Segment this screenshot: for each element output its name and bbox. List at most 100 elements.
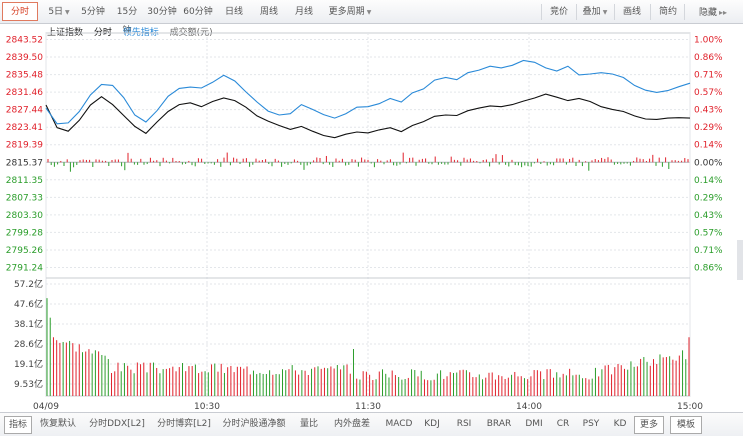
volume-tick-label: 19.1亿 bbox=[14, 358, 43, 370]
price-tick-label: 2799.28 bbox=[6, 228, 43, 238]
tool-button-label: 隐藏 bbox=[698, 8, 717, 18]
period-button-7[interactable]: 周线 bbox=[254, 2, 284, 21]
period-toolbar: 分时 5日 ▼ 5分钟 15分钟 30分钟 60分钟 日线 周线 月线 更多周期 ▼ 竞价 叠加 ▼ 画线简… bbox=[0, 0, 743, 36]
index-price-line bbox=[45, 93, 691, 139]
price-tick-label: 2811.35 bbox=[6, 176, 43, 186]
leading-indicator-line bbox=[45, 59, 691, 125]
volume-tick-label: 38.1亿 bbox=[14, 318, 43, 330]
indicator-tab-1[interactable]: 恢复默认 bbox=[39, 419, 76, 429]
pct-tick-label: 0.14% bbox=[694, 176, 723, 186]
time-tick-label: 15:00 bbox=[677, 402, 703, 412]
tool-button-4[interactable]: 隐藏 ▸▸ bbox=[686, 2, 740, 21]
indicator-tab-0[interactable]: 指标 bbox=[4, 416, 32, 434]
caret-down-icon: ▼ bbox=[602, 9, 608, 16]
indicator-tab-2[interactable]: 分时DDX[L2] bbox=[89, 419, 145, 429]
tool-button-0[interactable]: 竞价 bbox=[543, 2, 575, 21]
collapse-arrow-icon: ▸▸ bbox=[718, 8, 728, 17]
price-tick-label: 2827.44 bbox=[6, 106, 43, 116]
period-button-label: 5分钟 bbox=[81, 7, 105, 17]
pct-tick-label: 0.86% bbox=[694, 53, 723, 63]
toolbar-divider bbox=[541, 4, 542, 20]
caret-down-icon: ▼ bbox=[65, 9, 70, 16]
indicator-tab-5[interactable]: 量比 bbox=[299, 419, 318, 429]
caret-down-icon: ▼ bbox=[366, 9, 372, 16]
pct-tick-label: 0.71% bbox=[694, 246, 723, 256]
tool-button-label: 竞价 bbox=[549, 7, 568, 17]
period-button-label: 月线 bbox=[294, 7, 313, 17]
price-tick-label: 2835.48 bbox=[6, 71, 43, 81]
volume-tick-label: 57.2亿 bbox=[14, 278, 43, 290]
volume-tick-label: 47.6亿 bbox=[14, 298, 43, 310]
tool-button-3[interactable]: 简约 bbox=[652, 2, 684, 21]
indicator-tab-4[interactable]: 分时沪股通净额 bbox=[222, 419, 286, 429]
price-tick-label: 2795.26 bbox=[6, 246, 43, 256]
price-tick-label: 2843.52 bbox=[6, 36, 43, 46]
price-tick-label: 2815.37 bbox=[6, 158, 43, 168]
period-button-2[interactable]: 5分钟 bbox=[78, 2, 108, 21]
scrollbar[interactable] bbox=[737, 240, 743, 280]
pct-tick-label: 0.86% bbox=[694, 264, 723, 274]
intraday-chart[interactable]: 2843.52 1.00% 2839.50 0.86% 2835.48 0.71% 2831… bbox=[0, 24, 743, 412]
toolbar-divider bbox=[576, 4, 577, 20]
indicator-tab-8[interactable]: KDJ bbox=[424, 419, 440, 429]
period-button-3[interactable]: 15分钟 bbox=[112, 2, 142, 36]
period-button-label: 分时 bbox=[10, 7, 29, 17]
price-tick-label: 2791.24 bbox=[6, 264, 43, 274]
tool-button-label: 简约 bbox=[658, 7, 677, 17]
period-button-5[interactable]: 60分钟 bbox=[182, 2, 214, 21]
price-tick-label: 2803.30 bbox=[6, 211, 43, 221]
indicator-tab-7[interactable]: MACD bbox=[385, 419, 413, 429]
period-button-label: 日线 bbox=[224, 7, 243, 17]
price-tick-label: 2839.50 bbox=[6, 53, 43, 63]
period-button-label: 30分钟 bbox=[147, 7, 177, 17]
period-button-label: 周线 bbox=[259, 7, 278, 17]
indicator-tab-9[interactable]: RSI bbox=[456, 419, 472, 429]
indicator-tab-3[interactable]: 分时博弈[L2] bbox=[157, 419, 211, 429]
indicator-tab-15[interactable]: 更多 bbox=[634, 416, 664, 434]
volume-tick-label: 28.6亿 bbox=[14, 338, 43, 350]
time-tick-label: 10:30 bbox=[194, 402, 220, 412]
tool-button-2[interactable]: 画线 bbox=[616, 2, 648, 21]
pct-tick-label: 0.57% bbox=[694, 88, 723, 98]
pct-tick-label: 0.43% bbox=[694, 106, 723, 116]
period-button-4[interactable]: 30分钟 bbox=[146, 2, 178, 21]
indicator-tab-10[interactable]: BRAR bbox=[486, 419, 512, 429]
indicator-tab-12[interactable]: CR bbox=[556, 419, 570, 429]
indicator-tab-11[interactable]: DMI bbox=[525, 419, 543, 429]
price-tick-label: 2831.46 bbox=[6, 88, 43, 98]
pct-tick-label: 0.57% bbox=[694, 228, 723, 238]
period-button-label: 15分钟 bbox=[116, 7, 138, 36]
period-button-0[interactable]: 分时 bbox=[2, 2, 38, 21]
indicator-tab-6[interactable]: 内外盘差 bbox=[333, 419, 370, 429]
period-button-label: 60分钟 bbox=[183, 7, 213, 17]
period-button-6[interactable]: 日线 bbox=[220, 2, 248, 21]
period-button-label: 5日 bbox=[48, 7, 64, 17]
period-button-8[interactable]: 月线 bbox=[290, 2, 318, 21]
price-tick-label: 2823.41 bbox=[6, 123, 43, 133]
tool-button-label: 画线 bbox=[622, 7, 641, 17]
indicator-tab-16[interactable]: 模板 bbox=[670, 416, 702, 434]
toolbar-divider bbox=[650, 4, 651, 20]
pct-tick-label: 0.14% bbox=[694, 141, 723, 151]
tool-button-label: 叠加 bbox=[582, 7, 601, 17]
pct-tick-label: 0.29% bbox=[694, 123, 723, 133]
pct-tick-label: 0.00% bbox=[694, 158, 723, 168]
toolbar-divider bbox=[684, 4, 685, 20]
period-button-label: 更多周期 bbox=[328, 7, 365, 17]
pct-tick-label: 0.29% bbox=[694, 193, 723, 203]
period-button-9[interactable]: 更多周期 ▼ bbox=[324, 2, 376, 21]
time-tick-label: 14:00 bbox=[516, 402, 542, 412]
indicator-tab-14[interactable]: KD bbox=[613, 419, 627, 429]
volume-tick-label: 9.53亿 bbox=[14, 378, 43, 390]
time-tick-label: 11:30 bbox=[355, 402, 381, 412]
period-button-1[interactable]: 5日 ▼ bbox=[44, 2, 74, 21]
tool-button-1[interactable]: 叠加 ▼ bbox=[578, 2, 612, 21]
price-tick-label: 2807.33 bbox=[6, 193, 43, 203]
price-tick-label: 2819.39 bbox=[6, 141, 43, 151]
toolbar-divider bbox=[614, 4, 615, 20]
indicator-tab-bar: 指标 恢复默认 分时DDX[L2] 分时博弈[L2] 分时沪股通净额 量比 内外盘差 MACD… bbox=[0, 412, 743, 436]
pct-tick-label: 0.43% bbox=[694, 211, 723, 221]
indicator-tab-13[interactable]: PSY bbox=[582, 419, 600, 429]
pct-tick-label: 1.00% bbox=[694, 36, 723, 46]
pct-tick-label: 0.71% bbox=[694, 71, 723, 81]
